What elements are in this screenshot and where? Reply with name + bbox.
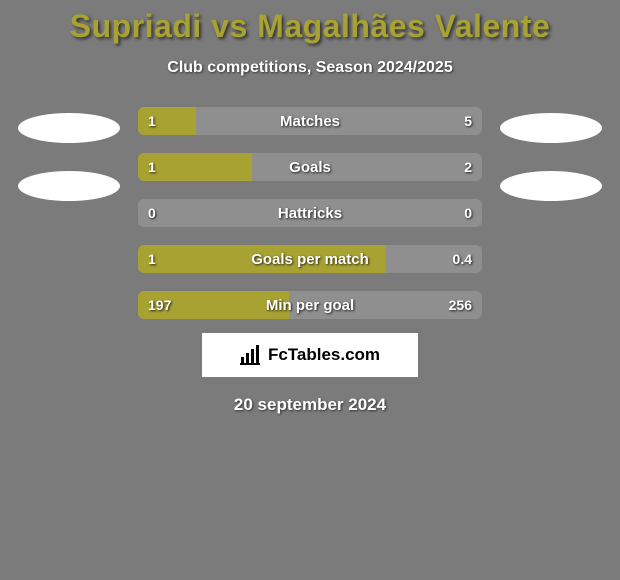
bar-right-fill <box>252 153 482 181</box>
bar-right-value: 0 <box>464 199 472 227</box>
date-text: 20 september 2024 <box>0 395 620 415</box>
right-avatar-2 <box>500 171 602 201</box>
page-title: Supriadi vs Magalhães Valente <box>0 8 620 45</box>
left-avatar-1 <box>18 113 120 143</box>
comparison-infographic: Supriadi vs Magalhães Valente Club compe… <box>0 0 620 415</box>
bar-left-value: 1 <box>148 245 156 273</box>
stat-bar-goals: 12Goals <box>138 153 482 181</box>
stat-bar-min-per-goal: 197256Min per goal <box>138 291 482 319</box>
bar-right-value: 256 <box>449 291 472 319</box>
left-avatar-2 <box>18 171 120 201</box>
stat-bar-goals-per-match: 10.4Goals per match <box>138 245 482 273</box>
bar-left-fill <box>138 107 196 135</box>
subtitle: Club competitions, Season 2024/2025 <box>0 59 620 77</box>
bar-left-value: 197 <box>148 291 171 319</box>
brand-badge: FcTables.com <box>202 333 418 377</box>
bar-left-value: 0 <box>148 199 156 227</box>
bar-right-value: 5 <box>464 107 472 135</box>
bar-left-value: 1 <box>148 107 156 135</box>
stats-area: 15Matches12Goals00Hattricks10.4Goals per… <box>0 107 620 319</box>
stat-bar-hattricks: 00Hattricks <box>138 199 482 227</box>
brand-text: FcTables.com <box>268 345 380 365</box>
chart-icon <box>240 345 262 365</box>
left-avatar-column <box>18 107 120 201</box>
bar-right-fill <box>138 199 482 227</box>
bar-left-value: 1 <box>148 153 156 181</box>
bar-right-fill <box>196 107 482 135</box>
stat-bars: 15Matches12Goals00Hattricks10.4Goals per… <box>138 107 482 319</box>
bar-right-value: 2 <box>464 153 472 181</box>
bar-right-value: 0.4 <box>453 245 472 273</box>
bar-left-fill <box>138 245 386 273</box>
stat-bar-matches: 15Matches <box>138 107 482 135</box>
right-avatar-column <box>500 107 602 201</box>
right-avatar-1 <box>500 113 602 143</box>
